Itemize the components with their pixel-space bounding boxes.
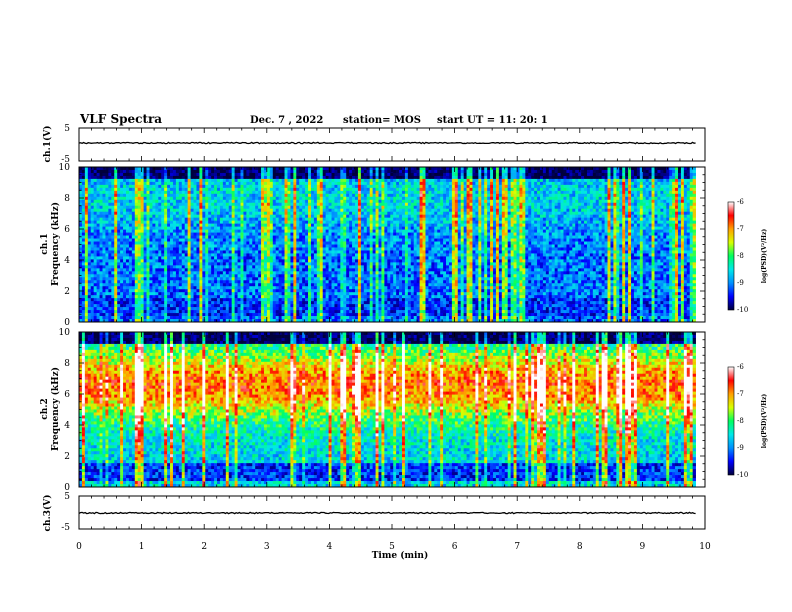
ch2-ytick-2: 2 [64,452,70,462]
ch1-waveform-ylabel: ch.1(V) [42,126,53,163]
cb1-tick-8: -8 [737,252,744,260]
xtick-6: 6 [452,542,458,552]
xtick-0: 0 [76,542,82,552]
xtick-3: 3 [264,542,270,552]
ch2-spectrogram-plot [79,332,696,488]
ch1-ytick-2: 2 [64,287,70,297]
ch1-waveform-trace [78,141,696,145]
xtick-5: 5 [389,542,395,552]
cb2-tick-9: -9 [737,444,744,452]
date-label: Dec. 7 , 2022 [250,115,323,126]
ch1-ytick-8: 8 [64,194,70,204]
ch2-ytick-8: 8 [64,359,70,369]
ch2-frequency-ylabel: Frequency (kHz) [50,367,61,451]
colorbar-ch2 [727,366,735,476]
cb2-tick-6: -6 [737,363,744,371]
cb1-tick-9: -9 [737,279,744,287]
cb2-tick-7: -7 [737,390,744,398]
xtick-8: 8 [577,542,583,552]
xtick-9: 9 [640,542,646,552]
cb1-tick-6: -6 [737,198,744,206]
cb1-tick-7: -7 [737,225,744,233]
xtick-1: 1 [139,542,145,552]
ch2-ytick-10: 10 [59,328,71,338]
ch1-ytick-0: 0 [64,318,70,328]
cb1-tick-10: -10 [737,306,748,314]
ch3-waveform-ylabel: ch.3(V) [42,495,53,532]
ch2-ytick-4: 4 [64,421,70,431]
xtick-4: 4 [327,542,333,552]
xtick-10: 10 [699,542,711,552]
ch2-ytick-6: 6 [64,390,70,400]
xtick-2: 2 [201,542,207,552]
ch2-ytick-0: 0 [64,483,70,493]
ch1-ytick-minus5: -5 [61,155,70,165]
ch1-ytick-10: 10 [59,163,71,173]
ch2-channel-ylabel: ch.2 [40,398,50,419]
ch3-waveform-trace [78,511,696,515]
cb1-label: log(PSD)(V²/Hz) [761,229,768,284]
xtick-7: 7 [514,542,520,552]
ch1-spectrogram-plot [79,167,696,323]
cb2-label: log(PSD)(V²/Hz) [761,394,768,449]
ch1-ytick-4: 4 [64,256,70,266]
station-label: station= MOS [343,115,421,126]
ch1-frequency-ylabel: Frequency (kHz) [50,202,61,286]
axis-ticks [78,127,706,530]
ch3-ytick-minus5: -5 [61,523,70,533]
chart-title: VLF Spectra [79,112,162,126]
x-axis-label: Time (min) [372,550,429,561]
ch1-ytick-5: 5 [64,124,70,134]
cb2-tick-8: -8 [737,417,744,425]
colorbar-ch1 [727,201,735,311]
cb2-tick-10: -10 [737,471,748,479]
ch1-ytick-6: 6 [64,225,70,235]
start-time-label: start UT = 11: 20: 1 [437,115,548,126]
ch3-ytick-5: 5 [64,492,70,502]
ch1-channel-ylabel: ch.1 [40,233,50,254]
